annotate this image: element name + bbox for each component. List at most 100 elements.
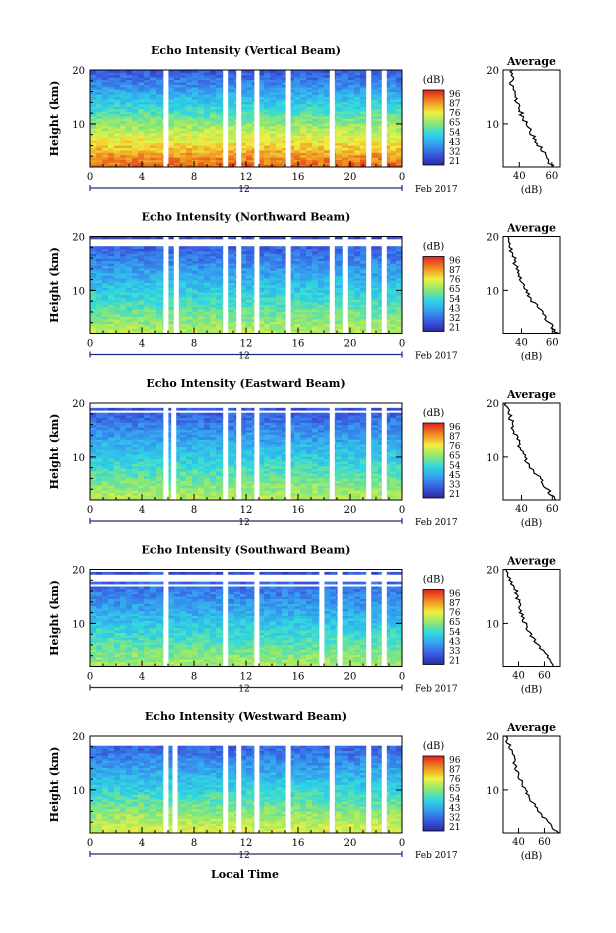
heatmap-cell bbox=[180, 464, 186, 467]
heatmap-cell bbox=[192, 80, 198, 83]
heatmap-cell bbox=[174, 75, 180, 78]
heatmap-cell bbox=[150, 99, 156, 102]
heatmap-cell bbox=[96, 123, 102, 126]
heatmap-cell bbox=[348, 317, 354, 320]
heatmap-cell bbox=[360, 270, 366, 273]
heatmap-cell bbox=[198, 476, 204, 479]
heatmap-cell bbox=[174, 152, 180, 155]
heatmap-cell bbox=[276, 143, 282, 146]
heatmap-cell bbox=[372, 157, 378, 160]
heatmap-cell bbox=[306, 77, 312, 80]
heatmap-cell bbox=[372, 75, 378, 78]
heatmap-cell bbox=[348, 102, 354, 105]
heatmap-cell bbox=[192, 75, 198, 78]
heatmap-cell bbox=[96, 246, 102, 249]
heatmap-cell bbox=[132, 285, 138, 288]
heatmap-cell bbox=[294, 89, 300, 92]
heatmap-cell bbox=[348, 85, 354, 88]
heatmap-cell bbox=[324, 304, 330, 307]
heatmap-cell bbox=[348, 464, 354, 467]
heatmap-cell bbox=[96, 87, 102, 90]
heatmap-cell bbox=[276, 77, 282, 80]
heatmap-cell bbox=[126, 145, 132, 148]
heatmap-cell bbox=[306, 273, 312, 276]
heatmap-cell bbox=[336, 488, 342, 491]
heatmap-cell bbox=[126, 119, 132, 122]
heatmap-cell bbox=[306, 268, 312, 271]
heatmap-cell bbox=[108, 111, 114, 114]
heatmap-cell bbox=[102, 295, 108, 298]
heatmap-cell bbox=[138, 148, 144, 151]
heatmap-cell bbox=[354, 253, 360, 256]
heatmap-cell bbox=[294, 111, 300, 114]
heatmap-cell bbox=[120, 495, 126, 498]
heatmap-cell bbox=[336, 109, 342, 112]
heatmap-cell bbox=[192, 283, 198, 286]
heatmap-cell bbox=[102, 283, 108, 286]
heatmap-cell bbox=[390, 85, 396, 88]
heatmap-cell bbox=[390, 82, 396, 85]
heatmap-cell bbox=[198, 116, 204, 119]
heatmap-cell bbox=[246, 251, 252, 254]
heatmap-cell bbox=[246, 246, 252, 249]
heatmap-cell bbox=[156, 104, 162, 107]
heatmap-cell bbox=[114, 160, 120, 163]
heatmap-cell bbox=[354, 495, 360, 498]
heatmap-cell bbox=[294, 309, 300, 312]
heatmap-cell bbox=[216, 490, 222, 493]
heatmap-cell bbox=[318, 287, 324, 290]
heatmap-cell bbox=[180, 102, 186, 105]
heatmap-cell bbox=[318, 307, 324, 310]
heatmap-cell bbox=[354, 326, 360, 329]
heatmap-cell bbox=[114, 483, 120, 486]
heatmap-cell bbox=[246, 490, 252, 493]
heatmap-cell bbox=[120, 473, 126, 476]
heatmap-cell bbox=[246, 249, 252, 252]
heatmap-cell bbox=[306, 312, 312, 315]
x-tick-label: 20 bbox=[344, 339, 357, 350]
heatmap-cell bbox=[126, 80, 132, 83]
heatmap-cell bbox=[306, 292, 312, 295]
heatmap-cell bbox=[198, 312, 204, 315]
heatmap-cell bbox=[336, 152, 342, 155]
heatmap-cell bbox=[372, 488, 378, 491]
colorbar-tick-label: 65 bbox=[449, 119, 461, 129]
heatmap-cell bbox=[180, 261, 186, 264]
heatmap-cell bbox=[264, 266, 270, 269]
data-gap bbox=[366, 237, 371, 334]
heatmap-cell bbox=[174, 99, 180, 102]
heatmap-cell bbox=[228, 324, 234, 327]
heatmap-cell bbox=[228, 138, 234, 141]
heatmap-cell bbox=[210, 131, 216, 134]
heatmap-cell bbox=[126, 312, 132, 315]
heatmap-cell bbox=[246, 287, 252, 290]
heatmap-cell bbox=[354, 285, 360, 288]
heatmap-cell bbox=[318, 102, 324, 105]
heatmap-cell bbox=[318, 280, 324, 283]
heatmap-cell bbox=[132, 283, 138, 286]
heatmap-cell bbox=[120, 292, 126, 295]
heatmap-cell bbox=[390, 143, 396, 146]
heatmap-cell bbox=[204, 155, 210, 158]
heatmap-cell bbox=[270, 485, 276, 488]
heatmap-cell bbox=[342, 99, 348, 102]
heatmap-cell bbox=[198, 319, 204, 322]
heatmap-cell bbox=[150, 473, 156, 476]
heatmap-cell bbox=[396, 116, 402, 119]
heatmap-cell bbox=[228, 317, 234, 320]
heatmap-cell bbox=[294, 119, 300, 122]
heatmap-cell bbox=[270, 152, 276, 155]
heatmap-cell bbox=[228, 102, 234, 105]
heatmap-cell bbox=[228, 283, 234, 286]
heatmap-cell bbox=[348, 157, 354, 160]
heatmap-cell bbox=[126, 285, 132, 288]
heatmap-cell bbox=[186, 77, 192, 80]
heatmap-cell bbox=[324, 157, 330, 160]
heatmap-cell bbox=[270, 123, 276, 126]
heatmap-cell bbox=[228, 140, 234, 143]
heatmap-cell bbox=[132, 162, 138, 165]
heatmap-cell bbox=[294, 324, 300, 327]
heatmap-cell bbox=[102, 326, 108, 329]
heatmap-cell bbox=[324, 145, 330, 148]
heatmap-cell bbox=[246, 295, 252, 298]
